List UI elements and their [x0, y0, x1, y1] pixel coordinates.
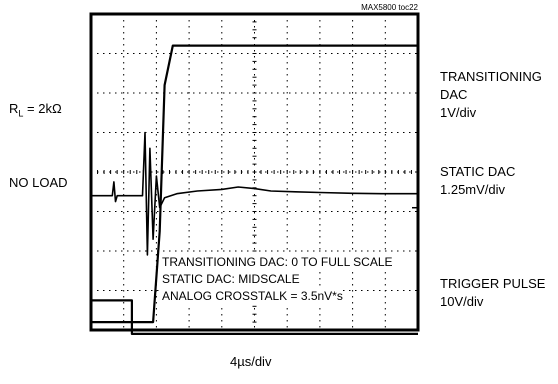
label-transitioning-2: DAC [440, 87, 468, 102]
label-loaded: RL = 2kΩ [9, 101, 62, 122]
label-no-load: NO LOAD [9, 175, 68, 190]
label-transitioning-1: TRANSITIONING [440, 69, 542, 84]
trace-transitioning-dac [91, 44, 418, 324]
label-loaded-suffix: = 2kΩ [23, 101, 62, 116]
label-loaded-prefix: R [9, 101, 19, 116]
label-transitioning-3: 1V/div [440, 105, 477, 120]
trace-trigger-pulse [91, 299, 418, 335]
annotation-2: STATIC DAC: MIDSCALE [162, 271, 300, 287]
grid [91, 14, 418, 330]
label-static-2: 1.25mV/div [440, 182, 506, 197]
annotation-3: ANALOG CROSSTALK = 3.5nV*s [162, 288, 343, 304]
trace-static-dac [91, 131, 418, 256]
label-loaded-sub: L [18, 108, 24, 119]
x-axis-label: 4µs/div [230, 354, 272, 369]
label-static-1: STATIC DAC [440, 164, 516, 179]
annotation-1: TRANSITIONING DAC: 0 TO FULL SCALE [162, 254, 393, 270]
traces [91, 44, 419, 335]
label-trigger-2: 10V/div [440, 294, 484, 309]
label-trigger-1: TRIGGER PULSE [440, 276, 546, 291]
figure-id: MAX5800 toc22 [361, 3, 418, 12]
